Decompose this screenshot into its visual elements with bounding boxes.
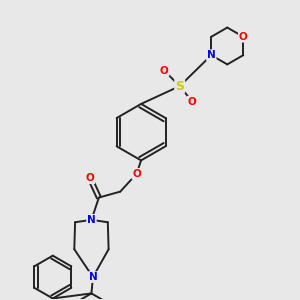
Text: S: S: [175, 80, 184, 93]
Text: O: O: [188, 97, 197, 106]
Text: N: N: [207, 50, 216, 60]
Text: O: O: [132, 169, 141, 179]
Text: O: O: [85, 173, 94, 183]
Text: O: O: [160, 66, 169, 76]
Text: O: O: [239, 32, 248, 42]
Text: N: N: [88, 272, 97, 282]
Text: N: N: [87, 215, 96, 225]
